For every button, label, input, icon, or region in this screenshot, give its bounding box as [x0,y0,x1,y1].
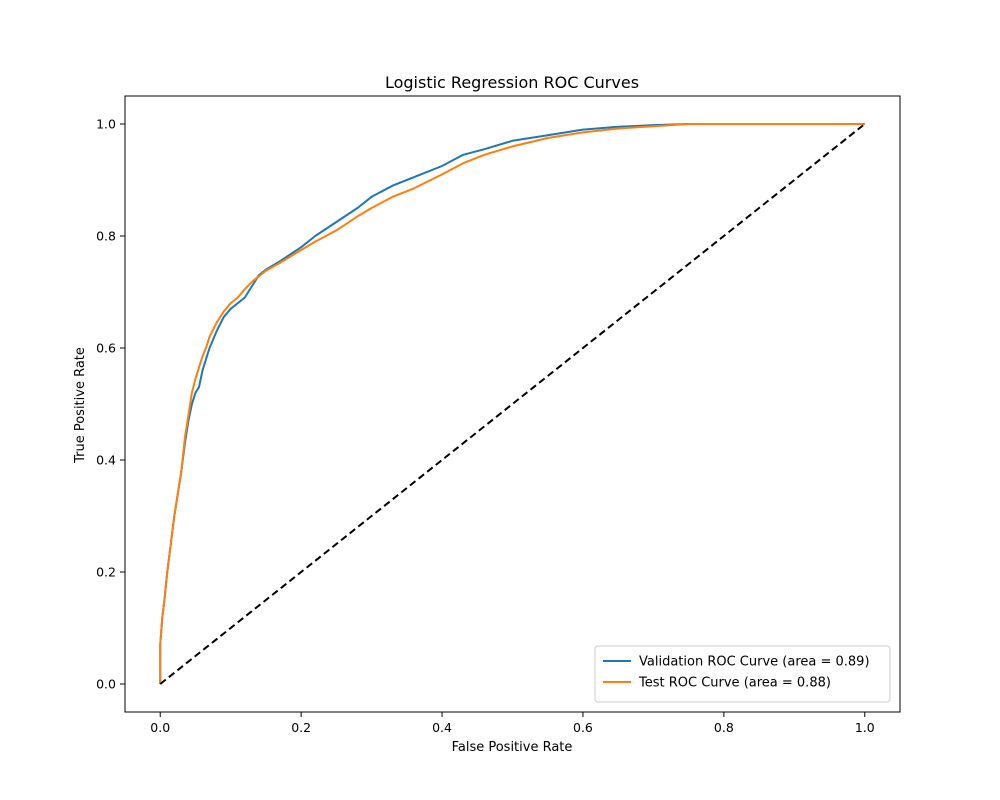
legend-label: Test ROC Curve (area = 0.88) [638,676,831,691]
x-tick-label: 0.6 [573,720,593,735]
legend: Validation ROC Curve (area = 0.89) Test R… [594,645,891,703]
plot-area [124,95,901,713]
legend-label: Validation ROC Curve (area = 0.89) [639,655,870,670]
y-axis: 0.0 0.2 0.4 0.6 0.8 1.0 [96,117,125,692]
y-tick-label: 0.2 [96,565,116,580]
y-tick-label: 1.0 [96,117,116,132]
x-tick-label: 0.4 [432,720,452,735]
y-tick-label: 0.6 [96,341,116,356]
chart-title: Logistic Regression ROC Curves [385,73,639,92]
chance-diagonal-line [159,123,866,685]
y-axis-label: True Positive Rate [73,347,88,464]
y-tick-label: 0.4 [96,453,116,468]
x-tick-label: 0.8 [714,720,734,735]
y-tick-label: 0.0 [96,677,116,692]
x-tick-label: 0.2 [291,720,311,735]
x-axis-label: False Positive Rate [452,740,573,755]
legend-box [594,645,891,703]
x-axis: 0.0 0.2 0.4 0.6 0.8 1.0 [150,712,875,735]
x-tick-label: 1.0 [855,720,875,735]
series-line-test [159,123,865,684]
y-tick-label: 0.8 [96,229,116,244]
x-tick-label: 0.0 [150,720,170,735]
axes-frame [124,95,901,713]
